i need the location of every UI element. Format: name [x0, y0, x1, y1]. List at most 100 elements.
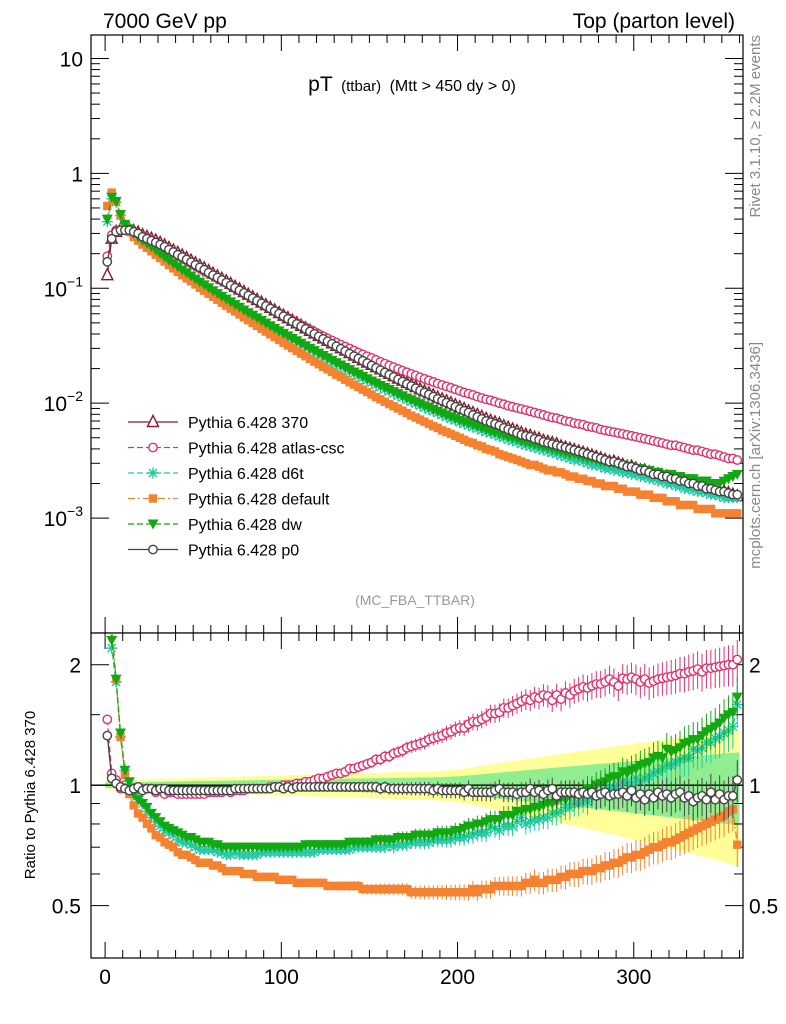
- main-data-point: [189, 274, 201, 285]
- ratio-data-point: [714, 718, 726, 729]
- main-data-point: [464, 437, 473, 447]
- ratio-data-point: [433, 888, 442, 897]
- rivet-label: Rivet 3.1.10, ≥ 2.2M events: [747, 35, 764, 218]
- main-data-point: [110, 196, 122, 207]
- main-data-point: [556, 468, 566, 477]
- ratio-data-point: [526, 878, 535, 888]
- main-data-point: [279, 338, 288, 347]
- ratio-data-point: [169, 842, 178, 852]
- ratio-data-point: [213, 861, 222, 870]
- ratio-data-point: [252, 872, 262, 882]
- ratio-data-point: [493, 825, 505, 837]
- main-data-point: [728, 509, 738, 518]
- ratio-data-point: [552, 875, 561, 885]
- main-data-point: [731, 469, 743, 480]
- ratio-data-point: [480, 827, 492, 839]
- main-data-point: [103, 201, 112, 211]
- main-data-point: [618, 484, 627, 493]
- ratio-data-point: [671, 835, 680, 845]
- main-data-point: [583, 476, 592, 486]
- ratio-data-point: [208, 861, 218, 870]
- ratio-data-point: [173, 848, 182, 857]
- main-data-point: [574, 474, 583, 483]
- ratio-data-point: [464, 888, 473, 897]
- ratio-data-point: [561, 872, 570, 882]
- main-data-point: [203, 283, 215, 294]
- main-data-point: [345, 378, 354, 387]
- ratio-data-point: [437, 888, 447, 897]
- main-data-point: [639, 471, 651, 483]
- ratio-data-point: [102, 714, 113, 725]
- main-data-point: [217, 298, 227, 307]
- ratio-data-point: [248, 869, 257, 879]
- ratio-data-point: [539, 878, 548, 888]
- ratio-ylabel: Ratio to Pythia 6.428 370: [22, 711, 39, 879]
- ratio-data-point: [310, 878, 319, 888]
- ratio-data-point: [283, 875, 293, 885]
- main-data-point: [640, 490, 649, 499]
- ratio-data-point: [226, 866, 235, 876]
- main-data-point: [244, 315, 253, 325]
- ratio-data-point: [358, 884, 368, 894]
- ratio-data-point: [613, 681, 624, 691]
- main-data-point: [451, 431, 460, 441]
- ratio-data-point: [644, 845, 654, 854]
- ratio-data-point: [490, 881, 500, 891]
- ratio-data-point: [424, 888, 434, 897]
- ratio-data-point: [486, 884, 495, 894]
- ratio-data-point: [239, 869, 249, 879]
- legend-label: Pythia 6.428 p0: [188, 543, 299, 560]
- main-ytick-label: 10−2: [44, 388, 84, 416]
- main-title-sub2: (Mtt > 450 dy > 0): [390, 78, 516, 95]
- ratio-data-point: [661, 744, 673, 755]
- ratio-data-point: [142, 819, 152, 829]
- main-data-point: [115, 209, 127, 220]
- main-data-point: [486, 445, 495, 455]
- main-data-point: [499, 451, 508, 460]
- main-data-point: [689, 500, 698, 510]
- main-data-point: [644, 490, 654, 499]
- main-data-point: [543, 466, 553, 475]
- ratio-data-point: [533, 814, 545, 826]
- ratio-series-4: [102, 730, 743, 822]
- ratio-data-point: [556, 872, 566, 882]
- ratio-data-point: [354, 881, 363, 891]
- ratio-data-point: [596, 864, 605, 873]
- main-data-point: [380, 397, 390, 406]
- main-data-point: [101, 214, 113, 225]
- main-data-point: [442, 427, 451, 437]
- main-ytick-label: 10−1: [44, 273, 84, 301]
- ratio-data-point: [279, 875, 288, 885]
- ratio-data-point: [376, 884, 385, 894]
- legend-marker: [146, 413, 160, 428]
- ratio-ytick-label: 1: [69, 775, 81, 798]
- main-data-point: [733, 509, 742, 518]
- main-data-point: [376, 395, 385, 404]
- main-data-point: [389, 402, 398, 411]
- ratio-data-point: [292, 878, 301, 888]
- main-data-point: [208, 292, 218, 301]
- main-data-point: [222, 301, 231, 310]
- main-data-point: [702, 504, 711, 514]
- ratio-series-clip: [102, 633, 743, 902]
- ratio-data-point: [731, 692, 743, 703]
- ratio-data-point: [301, 878, 310, 888]
- main-data-point: [636, 490, 645, 499]
- main-data-point: [242, 308, 254, 319]
- ratio-data-point: [191, 855, 200, 865]
- ratio-data-point: [200, 858, 209, 867]
- main-data-point: [552, 468, 561, 477]
- main-data-point: [239, 313, 249, 322]
- main-data-point: [106, 233, 117, 244]
- main-data-point: [415, 415, 425, 424]
- ratio-data-point: [656, 753, 668, 764]
- main-data-point: [621, 466, 633, 478]
- ratio-data-point: [675, 833, 685, 842]
- main-data-point: [675, 500, 685, 510]
- ratio-data-point: [380, 884, 390, 894]
- legend-marker: [148, 544, 158, 555]
- main-data-point: [100, 267, 114, 281]
- main-data-point: [724, 509, 733, 518]
- ratio-data-point: [332, 881, 341, 891]
- legend-marker: [148, 494, 158, 503]
